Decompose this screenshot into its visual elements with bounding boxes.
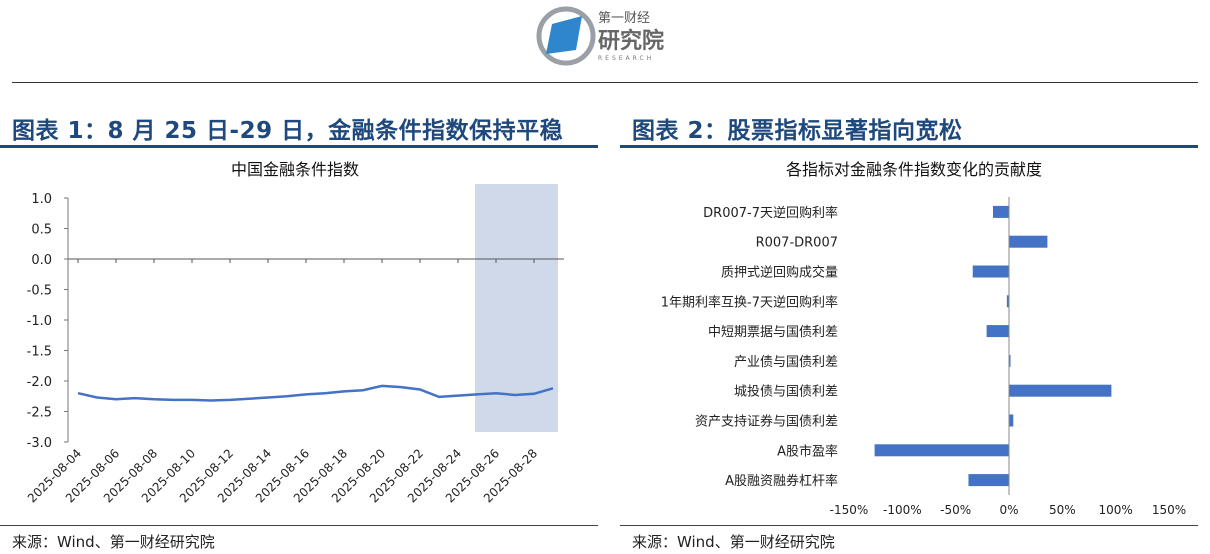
category-label: 1年期利率互换-7天逆回购利率 — [661, 294, 838, 310]
logo-line1: 第一财经 — [598, 11, 650, 26]
figure1-title-rule — [0, 145, 598, 148]
logo-line3: RESEARCH — [598, 55, 654, 62]
y-tick-label: -2.0 — [27, 375, 52, 390]
series-line — [77, 384, 554, 402]
bar — [1009, 414, 1014, 427]
bar — [1009, 384, 1112, 397]
figure2-title: 图表 2：股票指标显著指向宽松 — [632, 118, 963, 144]
logo-line2: 研究院 — [598, 28, 664, 54]
y-tick-label: -1.0 — [27, 314, 52, 329]
chart2-title: 各指标对金融条件指数变化的贡献度 — [786, 160, 1042, 179]
bar — [1006, 295, 1009, 308]
logo-ring — [536, 6, 596, 66]
bar — [986, 325, 1009, 338]
x-tick-label: -50% — [940, 503, 971, 517]
research-logo: 第一财经 研究院 RESEARCH — [536, 6, 664, 66]
x-tick-label: -150% — [830, 503, 869, 517]
figure1-source-rule — [0, 525, 598, 526]
figure2-source: 来源：Wind、第一财经研究院 — [632, 533, 835, 551]
y-tick-label: 0.5 — [31, 223, 52, 238]
y-tick-label: -2.5 — [27, 406, 52, 421]
x-tick-label: 50% — [1049, 503, 1076, 517]
bar — [1009, 354, 1011, 367]
x-tick-label: 0% — [999, 503, 1018, 517]
bar — [993, 205, 1009, 218]
category-label: 城投债与国债利差 — [734, 384, 838, 400]
figure2-source-rule — [620, 525, 1198, 526]
figure1-title: 图表 1：8 月 25 日-29 日，金融条件指数保持平稳 — [12, 118, 564, 144]
category-label: A股市盈率 — [777, 443, 838, 459]
category-label: DR007-7天逆回购利率 — [703, 205, 838, 221]
figure1-source: 来源：Wind、第一财经研究院 — [12, 533, 215, 551]
x-tick-label: 100% — [1099, 503, 1133, 517]
bar — [874, 444, 1009, 457]
figure2-title-rule — [620, 145, 1198, 148]
financial-conditions-line-chart: 中国金融条件指数 1.0 0.5 0.0 -0.5 -1.0 -1.5 -2.0 -2.5 -3… — [25, 160, 564, 505]
category-label: A股融资融券杠杆率 — [725, 473, 838, 489]
header-divider — [12, 82, 1198, 83]
bar — [968, 474, 1009, 487]
bar — [1009, 235, 1048, 248]
category-label: 资产支持证券与国债利差 — [695, 414, 838, 430]
y-tick-label: 0.0 — [31, 253, 52, 268]
category-label: 质押式逆回购成交量 — [721, 265, 838, 281]
y-tick-label: 1.0 — [31, 192, 52, 207]
category-label: 产业债与国债利差 — [734, 355, 838, 370]
category-label: R007-DR007 — [756, 236, 838, 251]
category-label: 中短期票据与国债利差 — [708, 325, 838, 340]
contribution-bar-chart: 各指标对金融条件指数变化的贡献度 DR007-7天逆回购利率 R007-DR007… — [661, 160, 1186, 517]
logo-mark — [546, 16, 582, 54]
y-tick-label: -0.5 — [27, 284, 52, 299]
bar — [972, 265, 1009, 278]
x-tick-label: 150% — [1152, 503, 1186, 517]
y-tick-label: -3.0 — [27, 436, 52, 451]
x-tick-label: -100% — [883, 503, 922, 517]
y-tick-label: -1.5 — [27, 345, 52, 360]
chart1-title: 中国金融条件指数 — [231, 160, 359, 179]
